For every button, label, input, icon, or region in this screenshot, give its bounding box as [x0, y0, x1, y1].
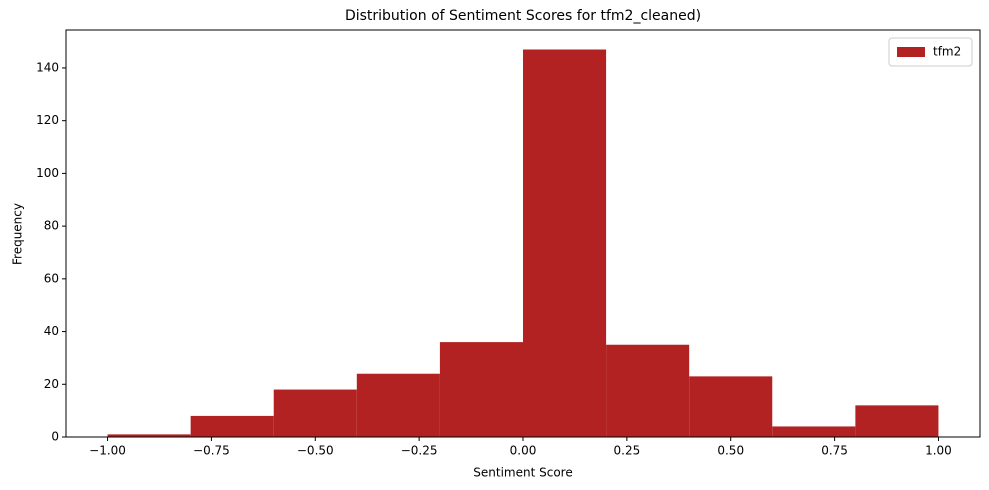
bar: [107, 434, 191, 437]
chart-title: Distribution of Sentiment Scores for tfm…: [345, 8, 701, 24]
bar: [439, 342, 523, 437]
x-tick-label: −1.00: [89, 444, 126, 458]
y-tick-label: 40: [44, 324, 59, 338]
x-tick-label: 0.50: [717, 444, 744, 458]
y-tick-label: 80: [44, 219, 59, 233]
bar: [772, 426, 856, 437]
bar: [606, 344, 690, 437]
bar: [273, 389, 357, 437]
x-axis-label: Sentiment Score: [473, 466, 572, 480]
y-tick-label: 60: [44, 271, 59, 285]
y-tick-label: 100: [36, 166, 59, 180]
bar: [855, 405, 939, 437]
x-tick-label: −0.25: [401, 444, 438, 458]
y-tick-label: 140: [36, 60, 59, 74]
x-tick-label: −0.50: [297, 444, 334, 458]
y-tick-label: 20: [44, 377, 59, 391]
y-axis-label: Frequency: [11, 203, 25, 265]
legend-box: [888, 37, 973, 67]
bar: [356, 373, 440, 437]
x-tick-label: 0.75: [821, 444, 848, 458]
bar: [689, 376, 773, 437]
legend-swatch: [897, 47, 925, 57]
x-tick-label: 0.25: [614, 444, 641, 458]
x-tick-label: 1.00: [925, 444, 952, 458]
x-tick-label: −0.75: [193, 444, 230, 458]
y-tick-label: 120: [36, 113, 59, 127]
x-tick-label: 0.00: [510, 444, 537, 458]
bar: [523, 49, 607, 438]
y-tick-label: 0: [51, 430, 59, 444]
legend-label: tfm2: [933, 45, 961, 59]
bar: [190, 415, 274, 437]
